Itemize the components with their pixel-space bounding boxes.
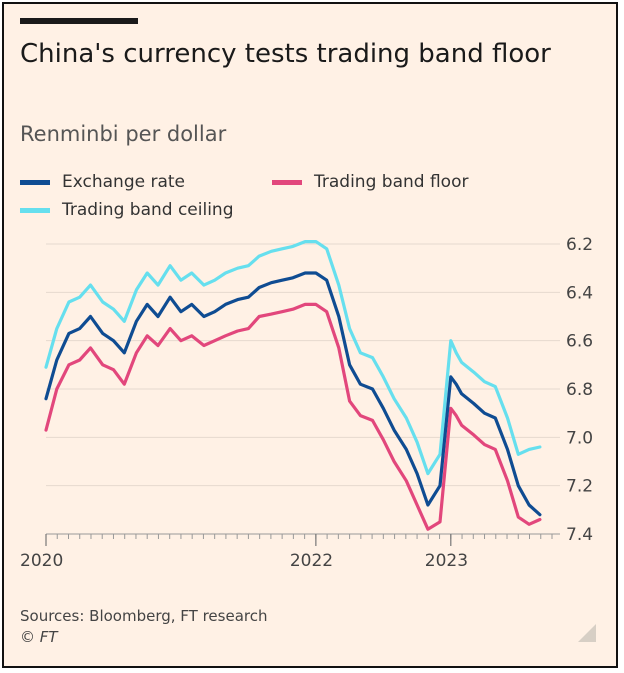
ft-header-bar (20, 18, 138, 24)
legend-item-exchange-rate: Exchange rate (20, 172, 185, 192)
series-line-trading-band-ceiling (44, 240, 542, 476)
resize-corner-icon (578, 624, 596, 642)
x-tick-label-2: 2023 (425, 551, 468, 571)
legend-item-trading-band-ceiling: Trading band ceiling (20, 200, 234, 220)
chart-card: China's currency tests trading band floo… (2, 2, 618, 668)
y-tick-label-4: 7.0 (566, 428, 593, 448)
series-line-exchange-rate (44, 271, 542, 517)
line-chart: 6.2 6.4 6.6 6.8 7.0 7.2 7.4 2020 2022 2023 (20, 235, 593, 571)
legend-swatch-trading-band-ceiling (20, 207, 50, 213)
y-tick-label-1: 6.4 (566, 283, 593, 303)
y-tick-label-3: 6.8 (566, 380, 593, 400)
legend-label-trading-band-ceiling: Trading band ceiling (62, 200, 234, 220)
y-tick-label-2: 6.6 (566, 332, 593, 352)
y-tick-label-5: 7.2 (566, 477, 593, 497)
x-tick-label-1: 2022 (290, 551, 333, 571)
x-tick-label-0: 2020 (20, 551, 63, 571)
legend-item-trading-band-floor: Trading band floor (272, 172, 468, 192)
chart-subtitle: Renminbi per dollar (20, 122, 227, 146)
footer: Sources: Bloomberg, FT research © FT (20, 606, 267, 648)
chart-title: China's currency tests trading band floo… (20, 39, 551, 69)
legend: Exchange rate Trading band floor Trading… (20, 172, 580, 232)
legend-swatch-trading-band-floor (272, 179, 302, 185)
legend-swatch-exchange-rate (20, 179, 50, 185)
legend-label-exchange-rate: Exchange rate (62, 172, 186, 192)
copyright-note: © FT (20, 628, 58, 646)
series-line-trading-band-floor (44, 302, 542, 531)
y-tick-label-0: 6.2 (566, 235, 593, 255)
y-tick-label-6: 7.4 (566, 525, 593, 545)
legend-label-trading-band-floor: Trading band floor (314, 172, 469, 192)
sources-note: Sources: Bloomberg, FT research (20, 607, 268, 625)
